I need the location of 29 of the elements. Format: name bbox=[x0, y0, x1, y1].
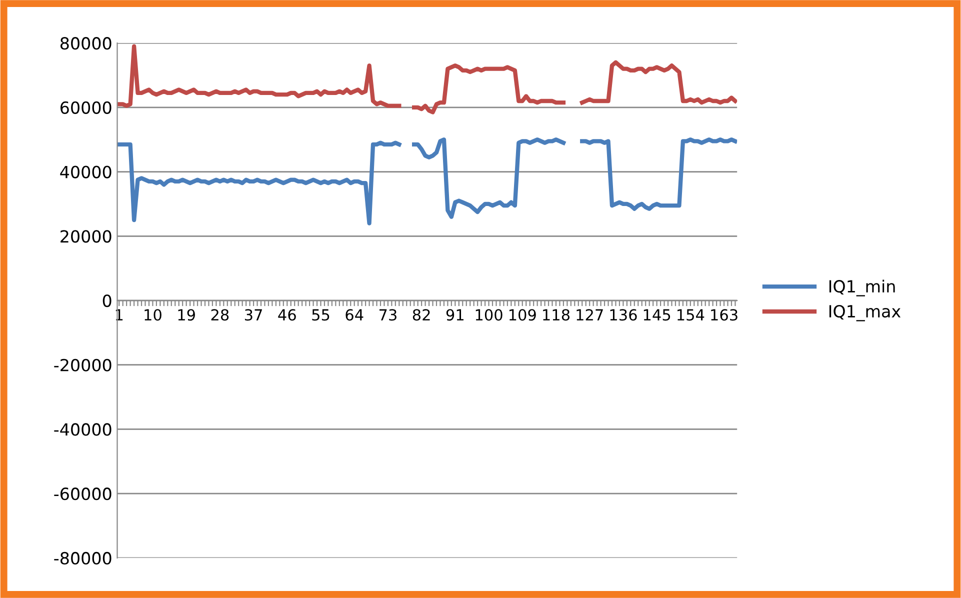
x-tick-label: 82 bbox=[412, 309, 430, 321]
x-tick-label: 109 bbox=[509, 309, 536, 321]
legend-label: IQ1_min bbox=[829, 280, 895, 296]
y-tick-label: -80000 bbox=[54, 552, 112, 565]
y-tick-label: 80000 bbox=[60, 37, 112, 50]
y-tick-label: -60000 bbox=[54, 488, 112, 500]
x-tick-label: 10 bbox=[144, 309, 162, 321]
y-tick-label: -20000 bbox=[54, 358, 112, 372]
y-tick-label: -40000 bbox=[54, 423, 112, 436]
x-tick-label: 55 bbox=[312, 309, 330, 321]
x-tick-label: 154 bbox=[678, 309, 704, 321]
x-tick-label: 127 bbox=[576, 309, 603, 320]
x-tick-label: 136 bbox=[610, 309, 637, 321]
x-tick-label: 73 bbox=[379, 309, 396, 321]
x-tick-label: 91 bbox=[446, 309, 464, 321]
legend-label: IQ1_max bbox=[829, 304, 901, 322]
x-tick-label: 145 bbox=[644, 309, 670, 321]
x-tick-label: 100 bbox=[476, 309, 502, 321]
x-tick-label: 163 bbox=[711, 309, 738, 321]
y-tick-label: 0 bbox=[102, 294, 112, 308]
x-tick-label: 37 bbox=[244, 309, 262, 321]
x-tick-label: 19 bbox=[178, 309, 195, 321]
y-tick-label: 60000 bbox=[60, 101, 112, 114]
x-tick-label: 28 bbox=[211, 309, 229, 321]
x-tick-label: 46 bbox=[278, 309, 296, 321]
y-tick-label: 40000 bbox=[60, 166, 112, 178]
x-tick-label: 64 bbox=[346, 309, 364, 321]
y-tick-label: 20000 bbox=[60, 230, 112, 243]
x-tick-label: 118 bbox=[543, 309, 570, 321]
